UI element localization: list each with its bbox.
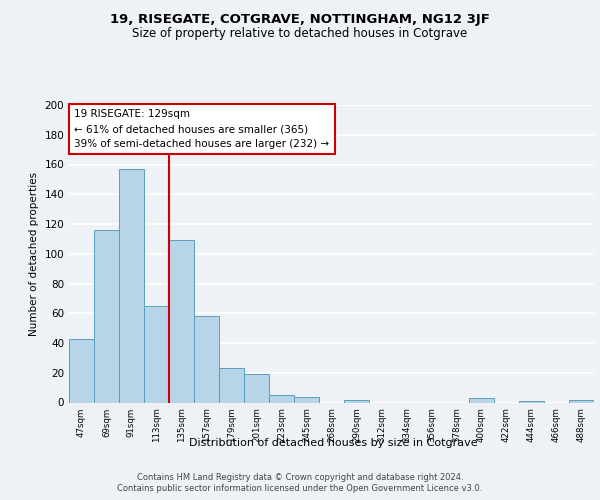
- Bar: [519, 401, 544, 402]
- Text: 19, RISEGATE, COTGRAVE, NOTTINGHAM, NG12 3JF: 19, RISEGATE, COTGRAVE, NOTTINGHAM, NG12…: [110, 12, 490, 26]
- Y-axis label: Number of detached properties: Number of detached properties: [29, 172, 39, 336]
- Bar: [194, 316, 219, 402]
- Bar: [69, 338, 94, 402]
- Bar: [269, 395, 294, 402]
- Text: Distribution of detached houses by size in Cotgrave: Distribution of detached houses by size …: [188, 438, 478, 448]
- Bar: [469, 398, 494, 402]
- Bar: [294, 396, 319, 402]
- Bar: [144, 306, 169, 402]
- Text: 19 RISEGATE: 129sqm
← 61% of detached houses are smaller (365)
39% of semi-detac: 19 RISEGATE: 129sqm ← 61% of detached ho…: [74, 110, 329, 149]
- Bar: [119, 169, 144, 402]
- Bar: [244, 374, 269, 402]
- Text: Contains HM Land Registry data © Crown copyright and database right 2024.: Contains HM Land Registry data © Crown c…: [137, 472, 463, 482]
- Bar: [569, 400, 594, 402]
- Bar: [169, 240, 194, 402]
- Text: Size of property relative to detached houses in Cotgrave: Size of property relative to detached ho…: [133, 28, 467, 40]
- Bar: [94, 230, 119, 402]
- Bar: [344, 400, 369, 402]
- Bar: [219, 368, 244, 402]
- Text: Contains public sector information licensed under the Open Government Licence v3: Contains public sector information licen…: [118, 484, 482, 493]
